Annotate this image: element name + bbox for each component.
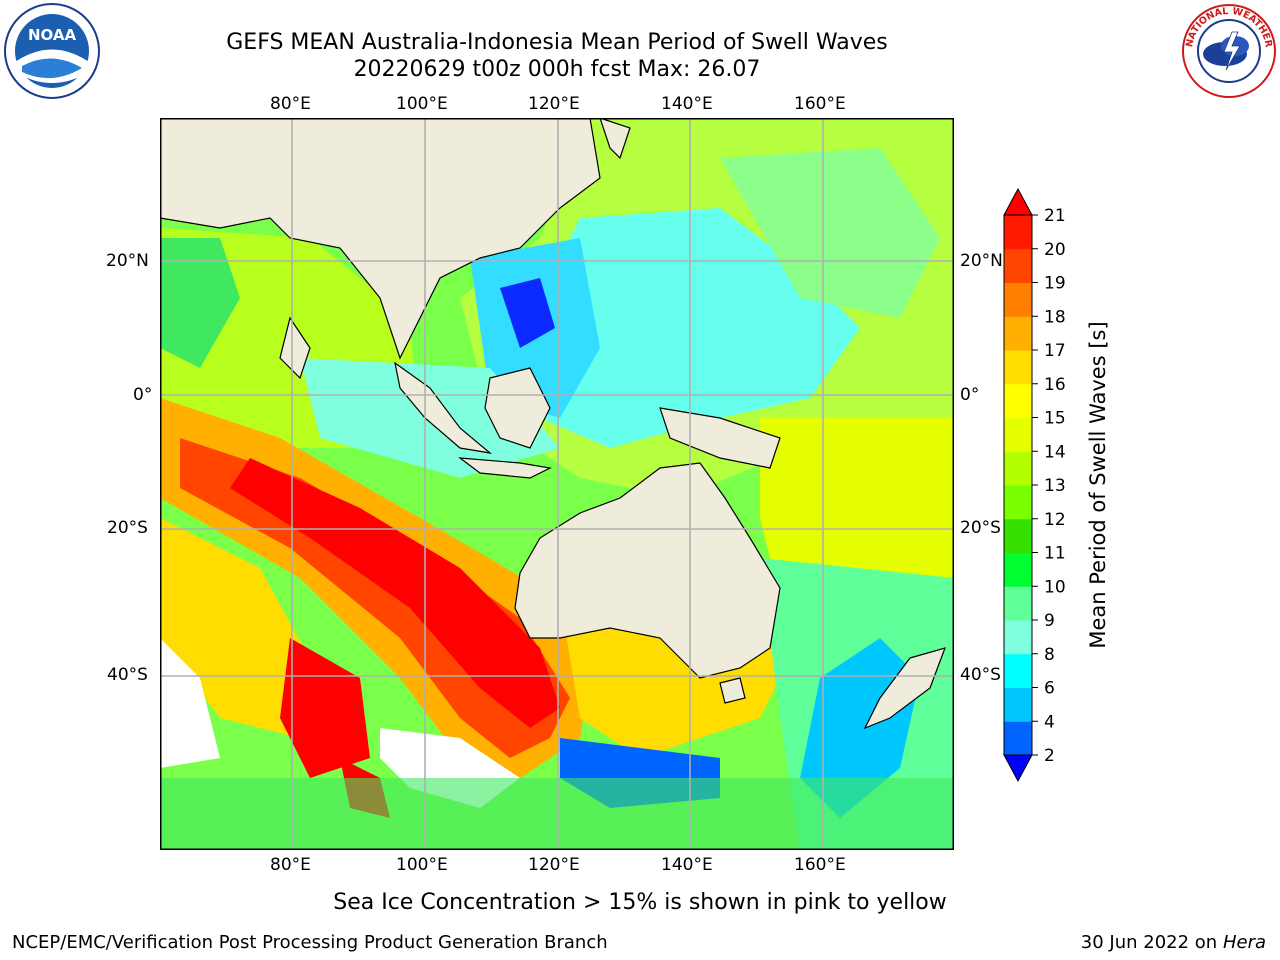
lat-tick-left-40s: 40°S [107,665,148,685]
lat-tick-right-0: 0° [960,385,980,405]
ocean-field-arabian [160,238,240,368]
colorbar-segment [1004,586,1032,621]
ocean-field-pacific-patch [720,148,940,318]
land-tasmania [719,677,746,704]
swell-field-red-patch-sw [280,638,370,778]
colorbar-extend-min [1003,754,1033,783]
land-sri-lanka [279,316,311,380]
lon-tick-top-80: 80°E [270,94,311,114]
lat-tick-left-20s: 20°S [107,518,148,538]
colorbar-tick-label: 20 [1044,240,1066,260]
colorbar-segment [1004,552,1032,587]
sea-ice-note: Sea Ice Concentration > 15% is shown in … [333,890,947,915]
swell-band-red-core [230,458,560,728]
colorbar-segment [1004,518,1032,553]
colorbar-segment [1004,451,1032,486]
colorbar-segment [1004,248,1032,283]
lat-tick-right-20n: 20°N [960,251,1003,271]
colorbar-segment [1004,417,1032,452]
colorbar-tick-label: 13 [1044,476,1066,496]
lon-tick-bottom-160: 160°E [794,855,846,875]
colorbar-segment [1004,620,1032,655]
lon-tick-top-160: 160°E [794,94,846,114]
colorbar-tick-label: 10 [1044,577,1066,597]
colorbar-segment [1004,282,1032,317]
colorbar-svg: 2 4 6 8 9 10 11 12 13 14 15 16 17 18 19 20 21 [1003,187,1066,783]
colorbar-segment [1004,687,1032,722]
colorbar-segment [1004,653,1032,688]
colorbar-tick-label: 9 [1044,611,1055,631]
colorbar-segment [1004,383,1032,418]
land-australia [514,462,781,679]
ocean-field-scs-short [500,278,555,348]
colorbar-segment [1004,316,1032,351]
lon-tick-bottom-100: 100°E [396,855,448,875]
lon-tick-top-140: 140°E [661,94,713,114]
lat-tick-right-20s: 20°S [960,518,1001,538]
colorbar-segment [1004,721,1032,756]
lon-tick-bottom-80: 80°E [270,855,311,875]
land-new-zealand [863,647,946,730]
no-data-southwest [160,638,220,768]
noaa-logo: NOAA [2,2,102,100]
colorbar-tick-label: 15 [1044,409,1066,429]
footer-credit: NCEP/EMC/Verification Post Processing Pr… [12,932,608,953]
map-frame [160,118,954,850]
colorbar-tick-label: 12 [1044,510,1066,530]
colorbar-tick-label: 11 [1044,544,1066,564]
colorbar-tick-label: 14 [1044,442,1066,462]
footer-machine: Hera [1222,932,1266,953]
lat-tick-right-40s: 40°S [960,665,1001,685]
noaa-logo-text: NOAA [28,26,77,44]
lat-tick-left-0: 0° [133,385,153,405]
colorbar-segment [1004,350,1032,385]
lon-tick-top-120: 120°E [528,94,580,114]
graticule [160,118,954,850]
colorbar-tick-label: 8 [1044,645,1055,665]
colorbar-tick-label: 21 [1044,206,1066,226]
ocean-field-southern [160,778,954,850]
land-korea [599,118,631,160]
lat-tick-left-20n: 20°N [106,251,149,271]
chart-title: GEFS MEAN Australia-Indonesia Mean Perio… [226,30,888,55]
colorbar-tick-label: 18 [1044,307,1066,327]
colorbar-tick-label: 6 [1044,679,1055,699]
land-java [457,457,552,479]
colorbar-segment [1004,485,1032,520]
map-canvas [160,118,954,850]
lon-tick-bottom-120: 120°E [528,855,580,875]
lon-tick-bottom-140: 140°E [661,855,713,875]
colorbar-extend-max [1003,187,1033,216]
colorbar-tick-label: 19 [1044,274,1066,294]
colorbar-tick-label: 4 [1044,712,1055,732]
colorbar-tick-label: 16 [1044,375,1066,395]
nws-logo: NATIONAL WEATHER SERVICE [1176,0,1278,100]
swell-field-tasman-blue [800,638,920,818]
colorbar-tick-label: 2 [1044,746,1055,766]
colorbar: 2 4 6 8 9 10 11 12 13 14 15 16 17 18 19 20 21 [1000,185,1090,785]
land-borneo [484,367,551,449]
footer-date: 30 Jun 2022 on Hera [1081,932,1266,953]
colorbar-segment [1004,215,1032,250]
land-asia [160,118,601,360]
footer-date-text: 30 Jun 2022 on [1080,932,1218,953]
colorbar-label: Mean Period of Swell Waves [s] [1086,321,1110,649]
swell-period-map [160,118,954,850]
lon-tick-top-100: 100°E [396,94,448,114]
chart-subtitle: 20220629 t00z 000h fcst Max: 26.07 [353,57,761,82]
colorbar-tick-label: 17 [1044,341,1066,361]
